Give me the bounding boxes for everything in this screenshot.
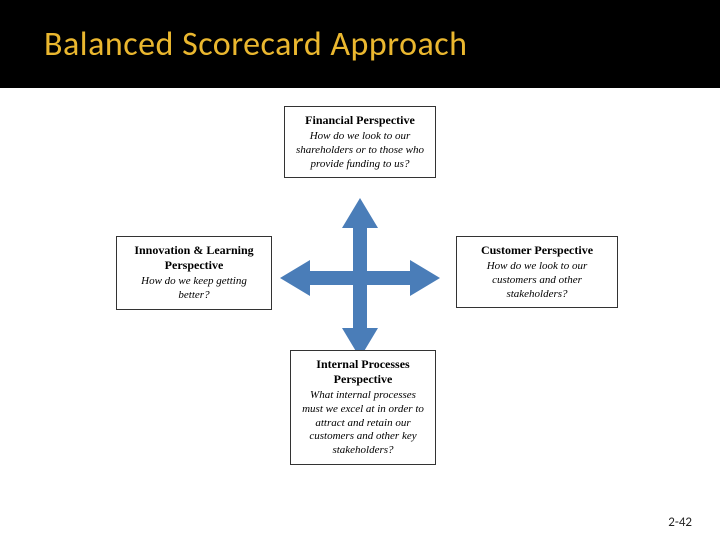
box-innovation-body: How do we keep getting better? [125,275,263,303]
box-financial-body: How do we look to our shareholders or to… [293,130,427,171]
arrows-cross-icon [270,188,450,368]
slide-root: Balanced Scorecard Approach Financial Pe… [0,0,720,540]
box-customer: Customer Perspective How do we look to o… [456,236,618,308]
box-financial: Financial Perspective How do we look to … [284,106,436,178]
box-financial-title: Financial Perspective [293,113,427,128]
box-internal-title: Internal Processes Perspective [299,357,427,387]
box-innovation: Innovation & Learning Perspective How do… [116,236,272,310]
box-customer-title: Customer Perspective [465,243,609,258]
title-band: Balanced Scorecard Approach [0,0,720,88]
box-customer-body: How do we look to our customers and othe… [465,260,609,301]
diagram-area: Financial Perspective How do we look to … [0,88,720,540]
box-innovation-title: Innovation & Learning Perspective [125,243,263,273]
slide-title: Balanced Scorecard Approach [44,24,468,65]
page-number: 2-42 [668,515,692,530]
box-internal: Internal Processes Perspective What inte… [290,350,436,465]
box-internal-body: What internal processes must we excel at… [299,389,427,458]
